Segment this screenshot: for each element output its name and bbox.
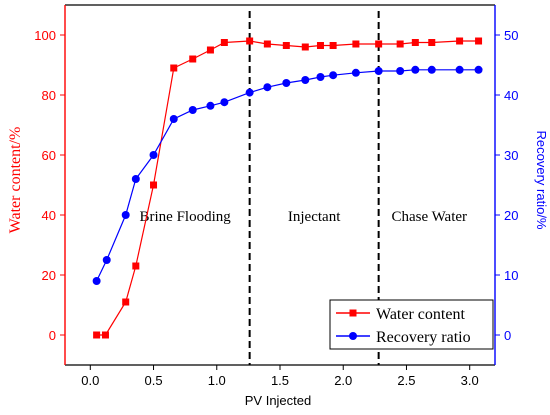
y-right-tick-label: 50 (504, 28, 518, 43)
y-left-tick-label: 100 (34, 28, 56, 43)
data-point-square (263, 40, 271, 48)
y-right-tick-label: 20 (504, 208, 518, 223)
y-right-tick-label: 40 (504, 88, 518, 103)
data-point-square (316, 42, 324, 49)
data-point-circle (149, 151, 158, 159)
y-left-tick-label: 40 (42, 208, 56, 223)
x-tick-label: 2.5 (397, 373, 415, 388)
data-point-circle (427, 65, 436, 74)
y-left-tick-label: 20 (42, 268, 56, 283)
y-left-tick-label: 60 (42, 148, 56, 163)
data-point-circle (351, 68, 360, 77)
data-point-circle (92, 277, 101, 285)
legend-label: Recovery ratio (376, 329, 471, 346)
data-point-circle (396, 67, 405, 75)
legend-swatch-square (349, 309, 357, 317)
legend-box (329, 299, 494, 350)
y-right-tick-label: 30 (504, 148, 518, 163)
data-point-square (246, 37, 254, 45)
phase-label: Injectant (288, 209, 341, 225)
x-axis-label: PV Injected (245, 393, 312, 408)
data-point-circle (474, 65, 483, 74)
data-point-square (132, 262, 140, 270)
series-line (96, 69, 479, 282)
y-left-tick-label: 0 (49, 328, 56, 343)
data-point-square (329, 42, 337, 49)
data-point-square (122, 298, 130, 306)
data-point-circle (374, 67, 383, 75)
data-point-circle (131, 175, 140, 183)
data-point-square (411, 39, 419, 46)
data-point-circle (188, 106, 197, 114)
x-tick-label: 0.0 (81, 373, 99, 388)
y-axis-left-label: Water content/% (7, 127, 24, 234)
data-point-circle (245, 88, 254, 97)
phase-label: Brine Flooding (140, 209, 232, 225)
y-axis-right-label: Recovery ratio/% (534, 131, 549, 230)
data-point-circle (282, 79, 291, 87)
data-point-circle (121, 211, 130, 219)
x-tick-label: 1.5 (271, 373, 289, 388)
data-point-square (301, 43, 309, 51)
series-line (96, 40, 479, 336)
data-point-circle (169, 115, 178, 123)
data-point-square (150, 181, 158, 189)
data-point-square (375, 40, 383, 48)
x-tick-label: 1.0 (208, 373, 226, 388)
x-tick-label: 3.0 (461, 373, 479, 388)
x-tick-label: 2.0 (334, 373, 352, 388)
y-left-tick-label: 80 (42, 88, 56, 103)
data-point-square (475, 37, 483, 45)
data-point-circle (301, 76, 310, 84)
data-point-square (189, 55, 197, 63)
data-point-square (206, 46, 214, 54)
data-point-square (352, 40, 360, 48)
data-point-circle (206, 101, 215, 110)
data-point-circle (455, 65, 464, 74)
legend-swatch-circle (349, 332, 357, 340)
data-point-circle (263, 83, 272, 92)
data-point-square (220, 39, 228, 46)
legend-label: Water content (376, 306, 465, 323)
plot-area: 0.0 0.5 1.0 1.5 2.0 2.5 3.0 0 20 40 60 80 100 0 10 20 30… (34, 4, 518, 388)
phase-label: Chase Water (391, 209, 467, 225)
data-point-square (170, 64, 178, 72)
data-point-circle (316, 73, 325, 81)
data-point-circle (329, 71, 338, 80)
data-point-square (93, 331, 101, 339)
x-tick-label: 0.5 (144, 373, 162, 388)
data-point-square (456, 37, 464, 45)
data-point-circle (411, 65, 420, 74)
data-point-circle (102, 256, 111, 264)
data-point-square (396, 40, 404, 48)
y-right-tick-label: 0 (504, 328, 511, 343)
y-right-tick-label: 10 (504, 268, 518, 283)
data-point-circle (220, 98, 229, 107)
data-point-square (101, 331, 109, 339)
data-point-square (428, 39, 436, 46)
data-point-square (282, 42, 290, 49)
